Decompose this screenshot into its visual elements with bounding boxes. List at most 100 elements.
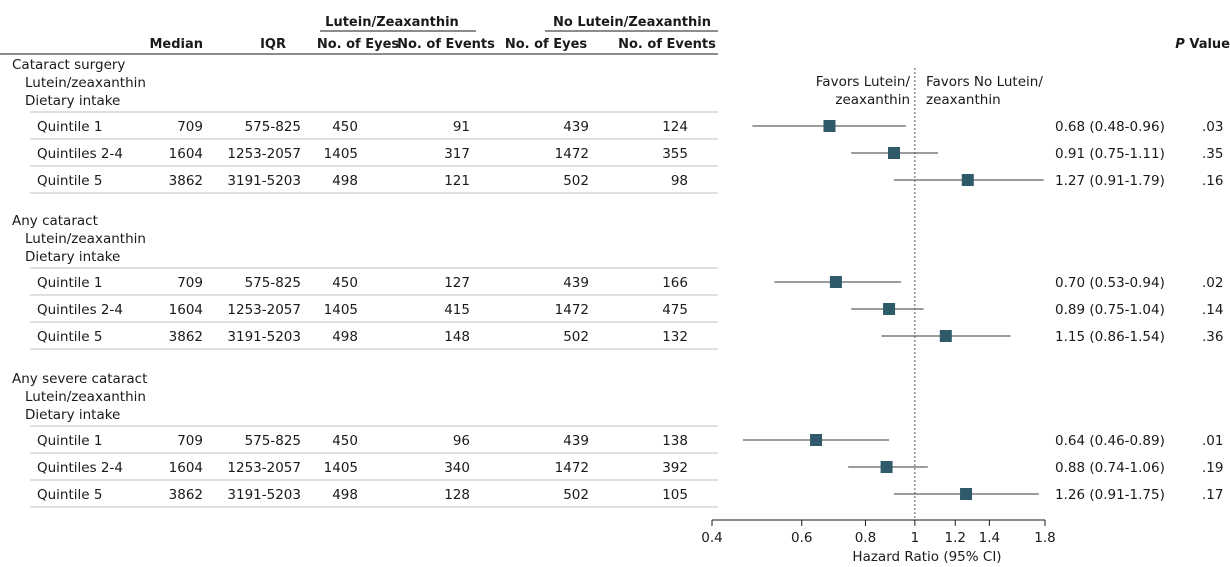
x-tick-label: 0.8 bbox=[855, 530, 876, 546]
p-value: .36 bbox=[1202, 329, 1223, 345]
col-header-median: Median bbox=[149, 37, 203, 52]
x-tick-label: 0.6 bbox=[791, 530, 812, 546]
col-header-eyes: No. of Eyes bbox=[317, 37, 400, 52]
cell-median: 709 bbox=[177, 119, 203, 135]
cell-events: 340 bbox=[444, 460, 470, 476]
group-header-lutein: Lutein/Zeaxanthin bbox=[325, 15, 459, 30]
hr-ci-text: 0.91 (0.75-1.11) bbox=[1055, 146, 1165, 162]
p-value: .14 bbox=[1202, 302, 1223, 318]
col-header-events: No. of Events bbox=[397, 37, 495, 52]
cell-events: 132 bbox=[662, 329, 688, 345]
cell-eyes: 1472 bbox=[555, 302, 589, 318]
hr-ci-text: 0.70 (0.53-0.94) bbox=[1055, 275, 1165, 291]
x-tick-label: 1.4 bbox=[979, 530, 1000, 546]
p-value: .01 bbox=[1202, 433, 1223, 449]
cell-eyes: 450 bbox=[332, 275, 358, 291]
section-subtitle: Lutein/zeaxanthin bbox=[25, 75, 146, 91]
p-value: .02 bbox=[1202, 275, 1223, 291]
cell-median: 1604 bbox=[169, 460, 203, 476]
cell-events: 105 bbox=[662, 487, 688, 503]
cell-eyes: 1405 bbox=[324, 460, 358, 476]
hr-marker bbox=[887, 147, 900, 159]
cell-events: 148 bbox=[444, 329, 470, 345]
section-subtitle: Dietary intake bbox=[25, 93, 120, 109]
row-label: Quintile 1 bbox=[37, 433, 102, 449]
cell-median: 709 bbox=[177, 275, 203, 291]
col-header-p-value: P Value bbox=[1175, 37, 1230, 52]
cell-eyes: 498 bbox=[332, 487, 358, 503]
section-title: Any cataract bbox=[12, 213, 98, 229]
cell-events: 127 bbox=[444, 275, 470, 291]
row-label: Quintile 1 bbox=[37, 275, 102, 291]
cell-eyes: 1405 bbox=[324, 302, 358, 318]
row-label: Quintile 5 bbox=[37, 487, 102, 503]
group-header-no-lutein: No Lutein/Zeaxanthin bbox=[553, 15, 711, 30]
p-value: .16 bbox=[1202, 173, 1223, 189]
p-value: .03 bbox=[1202, 119, 1223, 135]
hr-ci-text: 0.64 (0.46-0.89) bbox=[1055, 433, 1165, 449]
cell-median: 1604 bbox=[169, 302, 203, 318]
cell-eyes: 450 bbox=[332, 433, 358, 449]
cell-eyes: 498 bbox=[332, 329, 358, 345]
hr-ci-text: 0.88 (0.74-1.06) bbox=[1055, 460, 1165, 476]
cell-eyes: 439 bbox=[563, 275, 589, 291]
cell-events: 138 bbox=[662, 433, 688, 449]
cell-events: 96 bbox=[453, 433, 470, 449]
col-header-events: No. of Events bbox=[618, 37, 716, 52]
cell-eyes: 450 bbox=[332, 119, 358, 135]
favors-right-label: Favors No Lutein/ bbox=[926, 74, 1043, 90]
cell-iqr: 3191-5203 bbox=[227, 487, 301, 503]
cell-median: 3862 bbox=[169, 329, 203, 345]
cell-iqr: 1253-2057 bbox=[227, 460, 301, 476]
x-tick-label: 0.4 bbox=[701, 530, 722, 546]
p-value: .19 bbox=[1202, 460, 1223, 476]
cell-events: 91 bbox=[453, 119, 470, 135]
cell-eyes: 439 bbox=[563, 119, 589, 135]
x-tick-label: 1.8 bbox=[1034, 530, 1055, 546]
cell-events: 98 bbox=[671, 173, 688, 189]
hr-ci-text: 1.27 (0.91-1.79) bbox=[1055, 173, 1165, 189]
cell-iqr: 1253-2057 bbox=[227, 302, 301, 318]
x-tick-label: 1.2 bbox=[944, 530, 965, 546]
cell-eyes: 502 bbox=[563, 487, 589, 503]
hr-marker bbox=[829, 276, 842, 288]
cell-iqr: 3191-5203 bbox=[227, 173, 301, 189]
cell-events: 317 bbox=[444, 146, 470, 162]
cell-events: 166 bbox=[662, 275, 688, 291]
hr-marker bbox=[961, 174, 974, 186]
p-value: .17 bbox=[1202, 487, 1223, 503]
cell-eyes: 439 bbox=[563, 433, 589, 449]
cell-iqr: 3191-5203 bbox=[227, 329, 301, 345]
hr-marker bbox=[960, 488, 973, 500]
cell-eyes: 1472 bbox=[555, 460, 589, 476]
row-label: Quintiles 2-4 bbox=[37, 302, 123, 318]
row-label: Quintiles 2-4 bbox=[37, 460, 123, 476]
cell-events: 392 bbox=[662, 460, 688, 476]
cell-median: 3862 bbox=[169, 487, 203, 503]
hr-marker bbox=[823, 120, 836, 132]
favors-right-label: zeaxanthin bbox=[926, 92, 1001, 108]
favors-left-label: Favors Lutein/ bbox=[816, 74, 911, 90]
row-label: Quintile 5 bbox=[37, 173, 102, 189]
hr-marker bbox=[939, 330, 952, 342]
section-title: Any severe cataract bbox=[12, 371, 147, 387]
cell-events: 355 bbox=[662, 146, 688, 162]
cell-median: 3862 bbox=[169, 173, 203, 189]
hr-ci-text: 1.15 (0.86-1.54) bbox=[1055, 329, 1165, 345]
hr-marker bbox=[810, 434, 823, 446]
row-label: Quintile 5 bbox=[37, 329, 102, 345]
hr-ci-text: 0.89 (0.75-1.04) bbox=[1055, 302, 1165, 318]
section-subtitle: Dietary intake bbox=[25, 407, 120, 423]
row-label: Quintile 1 bbox=[37, 119, 102, 135]
hr-marker bbox=[883, 303, 896, 315]
cell-iqr: 575-825 bbox=[245, 275, 301, 291]
x-tick-label: 1 bbox=[911, 530, 920, 546]
section-subtitle: Dietary intake bbox=[25, 249, 120, 265]
x-axis-label: Hazard Ratio (95% CI) bbox=[852, 549, 1001, 565]
cell-eyes: 498 bbox=[332, 173, 358, 189]
cell-iqr: 1253-2057 bbox=[227, 146, 301, 162]
cell-eyes: 502 bbox=[563, 329, 589, 345]
cell-iqr: 575-825 bbox=[245, 119, 301, 135]
